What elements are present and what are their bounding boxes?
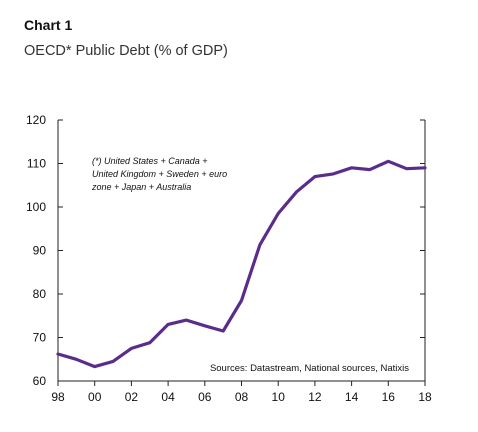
x-tick-label: 16: [382, 390, 396, 404]
note-line-2: United Kingdom + Sweden + euro: [92, 169, 227, 179]
x-tick-label: 00: [88, 390, 102, 404]
y-tick-label: 120: [26, 113, 46, 127]
x-tick-label: 14: [345, 390, 359, 404]
series-line-public-debt: [56, 159, 427, 369]
x-tick-label: 04: [161, 390, 175, 404]
y-tick-label: 70: [33, 331, 47, 345]
y-tick-label: 80: [33, 287, 47, 301]
x-axis-ticks: 98 00 02 04 06 08 10 12 14 16 18: [51, 381, 432, 404]
note-line-3: zone + Japan + Australia: [91, 182, 191, 192]
x-tick-label: 10: [272, 390, 286, 404]
x-tick-label: 98: [51, 390, 65, 404]
x-tick-label: 08: [235, 390, 249, 404]
chart-notes: (*) United States + Canada + United King…: [91, 156, 409, 374]
y-tick-label: 90: [33, 244, 47, 258]
series-group: [56, 159, 427, 369]
y-tick-label: 100: [26, 200, 46, 214]
x-tick-label: 02: [125, 390, 139, 404]
y-tick-label: 110: [27, 157, 46, 171]
y-tick-label: 60: [33, 374, 47, 388]
x-tick-label: 06: [198, 390, 212, 404]
chart-title: OECD* Public Debt (% of GDP): [24, 43, 228, 59]
note-line-1: (*) United States + Canada +: [92, 156, 208, 166]
chart-label: Chart 1: [24, 17, 73, 33]
x-tick-label: 12: [308, 390, 322, 404]
source-note: Sources: Datastream, National sources, N…: [210, 363, 409, 374]
x-tick-label: 18: [418, 390, 432, 404]
y-axis-ticks: 60 70 80 90 100 110 120: [26, 113, 425, 388]
